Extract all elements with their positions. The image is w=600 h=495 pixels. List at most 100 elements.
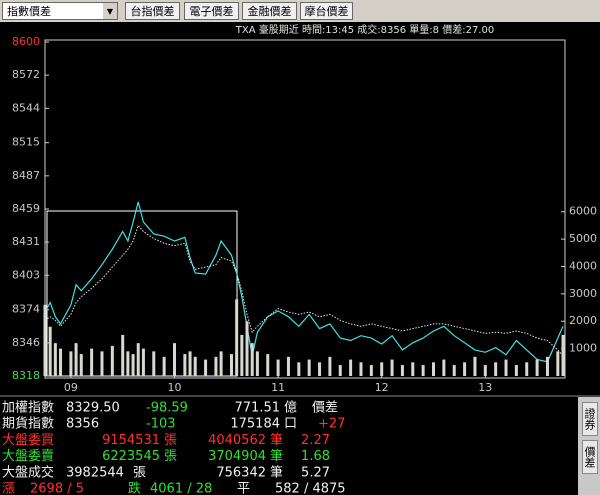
side-button[interactable]: 證券 bbox=[582, 402, 598, 436]
side-button[interactable]: 價差 bbox=[582, 440, 598, 474]
volume-bar bbox=[219, 351, 223, 376]
button[interactable]: 金融價差 bbox=[242, 2, 297, 20]
button[interactable]: 台指價差 bbox=[125, 2, 180, 20]
quote-cell: 大盤委賣 bbox=[2, 449, 54, 464]
volume-bar bbox=[535, 359, 539, 376]
volume-bar bbox=[131, 354, 135, 376]
quote-cell: 筆 bbox=[270, 449, 283, 464]
quote-cell: 張 bbox=[164, 449, 177, 464]
volume-bar bbox=[188, 351, 192, 376]
volume-bar bbox=[235, 299, 239, 376]
quote-cell: 期貨指數 bbox=[2, 416, 54, 432]
quote-cell: 張 bbox=[133, 465, 146, 480]
volume-bar bbox=[152, 351, 156, 376]
quote-cell: 771.51 bbox=[235, 401, 281, 416]
volume-bar bbox=[126, 351, 130, 376]
dropdown[interactable]: 指數價差 ▼ bbox=[2, 2, 118, 20]
volume-bar bbox=[214, 356, 218, 376]
x-tick-label: 12 bbox=[375, 381, 389, 394]
volume-bar bbox=[110, 345, 114, 376]
series-line bbox=[44, 201, 564, 363]
volume-bar bbox=[452, 365, 456, 376]
quote-cell: 3704904 bbox=[208, 449, 266, 464]
volume-bar bbox=[136, 343, 140, 376]
quote-cell: 582 / 4875 bbox=[275, 482, 346, 495]
volume-bar bbox=[561, 334, 565, 376]
y2-tick-label: 1000 bbox=[569, 342, 597, 355]
volume-bar bbox=[328, 356, 332, 376]
quote-cell: 4061 / 28 bbox=[150, 482, 212, 495]
volume-bar bbox=[43, 304, 47, 376]
quote-cell: 8356 bbox=[66, 417, 99, 432]
volume-bar bbox=[266, 354, 270, 376]
y-tick-label: 8459 bbox=[12, 202, 40, 215]
volume-bar bbox=[297, 362, 301, 376]
y-tick-label: 8487 bbox=[12, 169, 40, 182]
quote-cell: 筆 bbox=[270, 433, 283, 448]
quote-cell: 5.27 bbox=[301, 465, 330, 480]
button[interactable]: 電子價差 bbox=[184, 2, 239, 20]
quote-cell: 平 bbox=[237, 482, 250, 495]
volume-bar bbox=[79, 354, 83, 376]
y-tick-label: 8544 bbox=[12, 101, 40, 114]
volume-bar bbox=[525, 362, 529, 376]
volume-bar bbox=[473, 356, 477, 376]
quote-cell: 175184 bbox=[230, 417, 280, 432]
volume-bar bbox=[121, 334, 125, 376]
volume-bar bbox=[400, 365, 404, 376]
y2-tick-label: 4000 bbox=[569, 259, 597, 272]
volume-bar bbox=[514, 365, 518, 376]
y-tick-label: 8431 bbox=[12, 235, 40, 248]
volume-bar bbox=[173, 343, 176, 376]
volume-bar bbox=[276, 359, 280, 376]
quote-cell: 756342 bbox=[216, 465, 266, 480]
quote-cell: -98.59 bbox=[146, 401, 188, 416]
volume-bar bbox=[255, 351, 259, 376]
y2-tick-label: 2000 bbox=[569, 314, 597, 327]
volume-bar bbox=[369, 365, 373, 376]
volume-bar bbox=[556, 351, 560, 376]
x-tick-label: 09 bbox=[64, 381, 78, 394]
quote-cell: -103 bbox=[146, 417, 176, 432]
quote-cell: 大盤成交 bbox=[2, 464, 54, 480]
quote-cell: 2698 / 5 bbox=[30, 482, 84, 495]
quote-cell: 漲 bbox=[2, 482, 15, 495]
volume-bar bbox=[74, 343, 78, 376]
volume-bar bbox=[380, 362, 384, 376]
volume-bar bbox=[338, 365, 342, 376]
y2-tick-label: 6000 bbox=[569, 205, 597, 218]
button[interactable]: 摩台價差 bbox=[300, 2, 353, 20]
volume-bar bbox=[411, 362, 415, 376]
volume-bar bbox=[545, 356, 549, 376]
quote-cell: +27 bbox=[318, 417, 345, 432]
chart-title: TXA 臺股期近 時間:13:45 成交:8356 單量:8 價差:27.00 bbox=[235, 23, 494, 36]
quote-cell: 筆 bbox=[270, 465, 283, 480]
volume-bar bbox=[48, 326, 52, 376]
volume-bar bbox=[359, 362, 363, 376]
volume-bar bbox=[504, 359, 508, 376]
volume-bar bbox=[90, 348, 94, 376]
y2-tick-label: 3000 bbox=[569, 287, 597, 300]
chart-bg bbox=[0, 22, 600, 395]
volume-bar bbox=[432, 362, 435, 376]
volume-bar bbox=[204, 359, 208, 376]
y-tick-label: 8318 bbox=[12, 369, 40, 382]
volume-bar bbox=[286, 356, 290, 376]
quote-cell: 1.68 bbox=[301, 449, 330, 464]
x-tick-label: 11 bbox=[271, 381, 285, 394]
volume-bar bbox=[494, 362, 498, 376]
quote-cell: 億 bbox=[284, 400, 297, 416]
dropdown-arrow: ▼ bbox=[103, 3, 117, 19]
volume-bar bbox=[245, 321, 249, 376]
x-tick-label: 13 bbox=[478, 381, 492, 394]
volume-bar bbox=[229, 354, 233, 376]
y-tick-label: 8515 bbox=[12, 136, 40, 149]
y-tick-label: 8403 bbox=[12, 268, 40, 281]
volume-bar bbox=[318, 362, 322, 376]
volume-bar bbox=[183, 354, 187, 376]
quote-cell: 3982544 bbox=[66, 465, 124, 480]
volume-bar bbox=[141, 348, 145, 376]
y-tick-label: 8374 bbox=[12, 303, 40, 316]
quote-cell: 9154531 bbox=[102, 433, 160, 448]
